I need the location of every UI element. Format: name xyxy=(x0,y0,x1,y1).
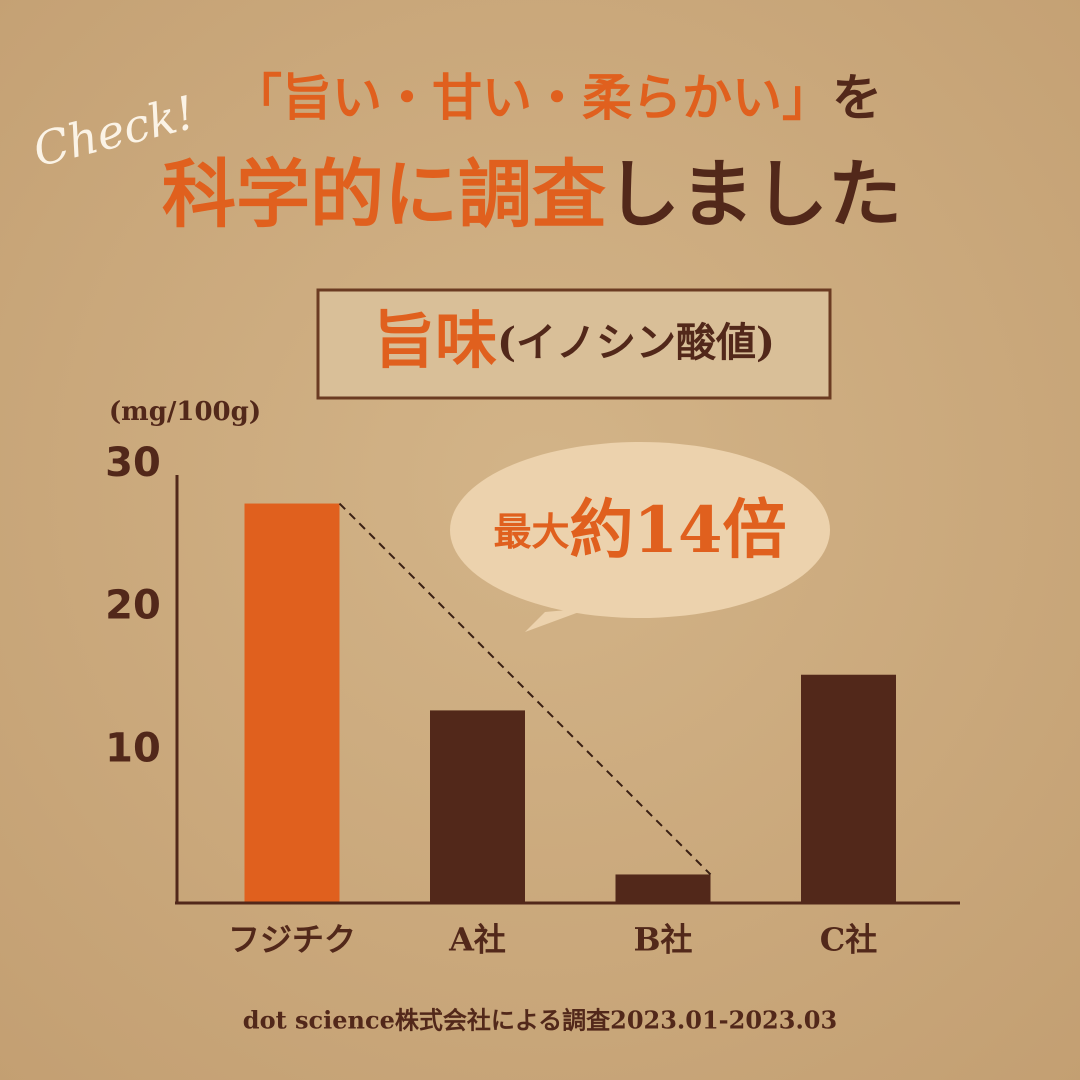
callout-main: 約14倍 xyxy=(569,493,786,568)
chart-title-box xyxy=(316,288,832,400)
title-highlight: 科学的に調査 xyxy=(162,152,606,238)
title-highlight: 「旨い・甘い・柔らかい」 xyxy=(232,68,832,127)
title-suffix: を xyxy=(832,68,882,127)
callout-bubble xyxy=(450,442,830,618)
trend-dash xyxy=(338,502,712,876)
chart-title: 旨味(イノシン酸値) xyxy=(373,304,775,377)
bar xyxy=(801,674,896,903)
y-tick-label: 10 xyxy=(105,725,161,771)
x-tick-label: フジチク xyxy=(228,921,356,959)
source-note: dot science株式会社による調査2023.01-2023.03 xyxy=(243,1006,837,1035)
callout-text: 最大約14倍 xyxy=(493,493,786,568)
title-line-2: 科学的に調査しました xyxy=(162,152,902,238)
chart-title-main: 旨味 xyxy=(373,304,497,377)
callout-prefix: 最大 xyxy=(493,509,569,554)
plot: 10 20 30 フジチク A社 B社 C社 xyxy=(105,440,960,959)
x-tick-label: B社 xyxy=(633,921,692,959)
y-axis-unit: (mg/100g) xyxy=(109,397,261,427)
title-suffix: しました xyxy=(606,152,902,238)
x-tick-label: A社 xyxy=(448,921,506,959)
y-tick-label: 20 xyxy=(105,583,161,629)
callout-tail xyxy=(525,608,590,632)
chart-subtitle: (イノシン酸値) xyxy=(497,319,775,366)
title-line-1: 「旨い・甘い・柔らかい」を xyxy=(232,68,882,127)
x-tick-label: C社 xyxy=(820,921,877,959)
bar xyxy=(615,874,711,903)
y-tick-label: 30 xyxy=(105,440,161,486)
bar xyxy=(244,503,340,903)
bar xyxy=(430,710,525,903)
